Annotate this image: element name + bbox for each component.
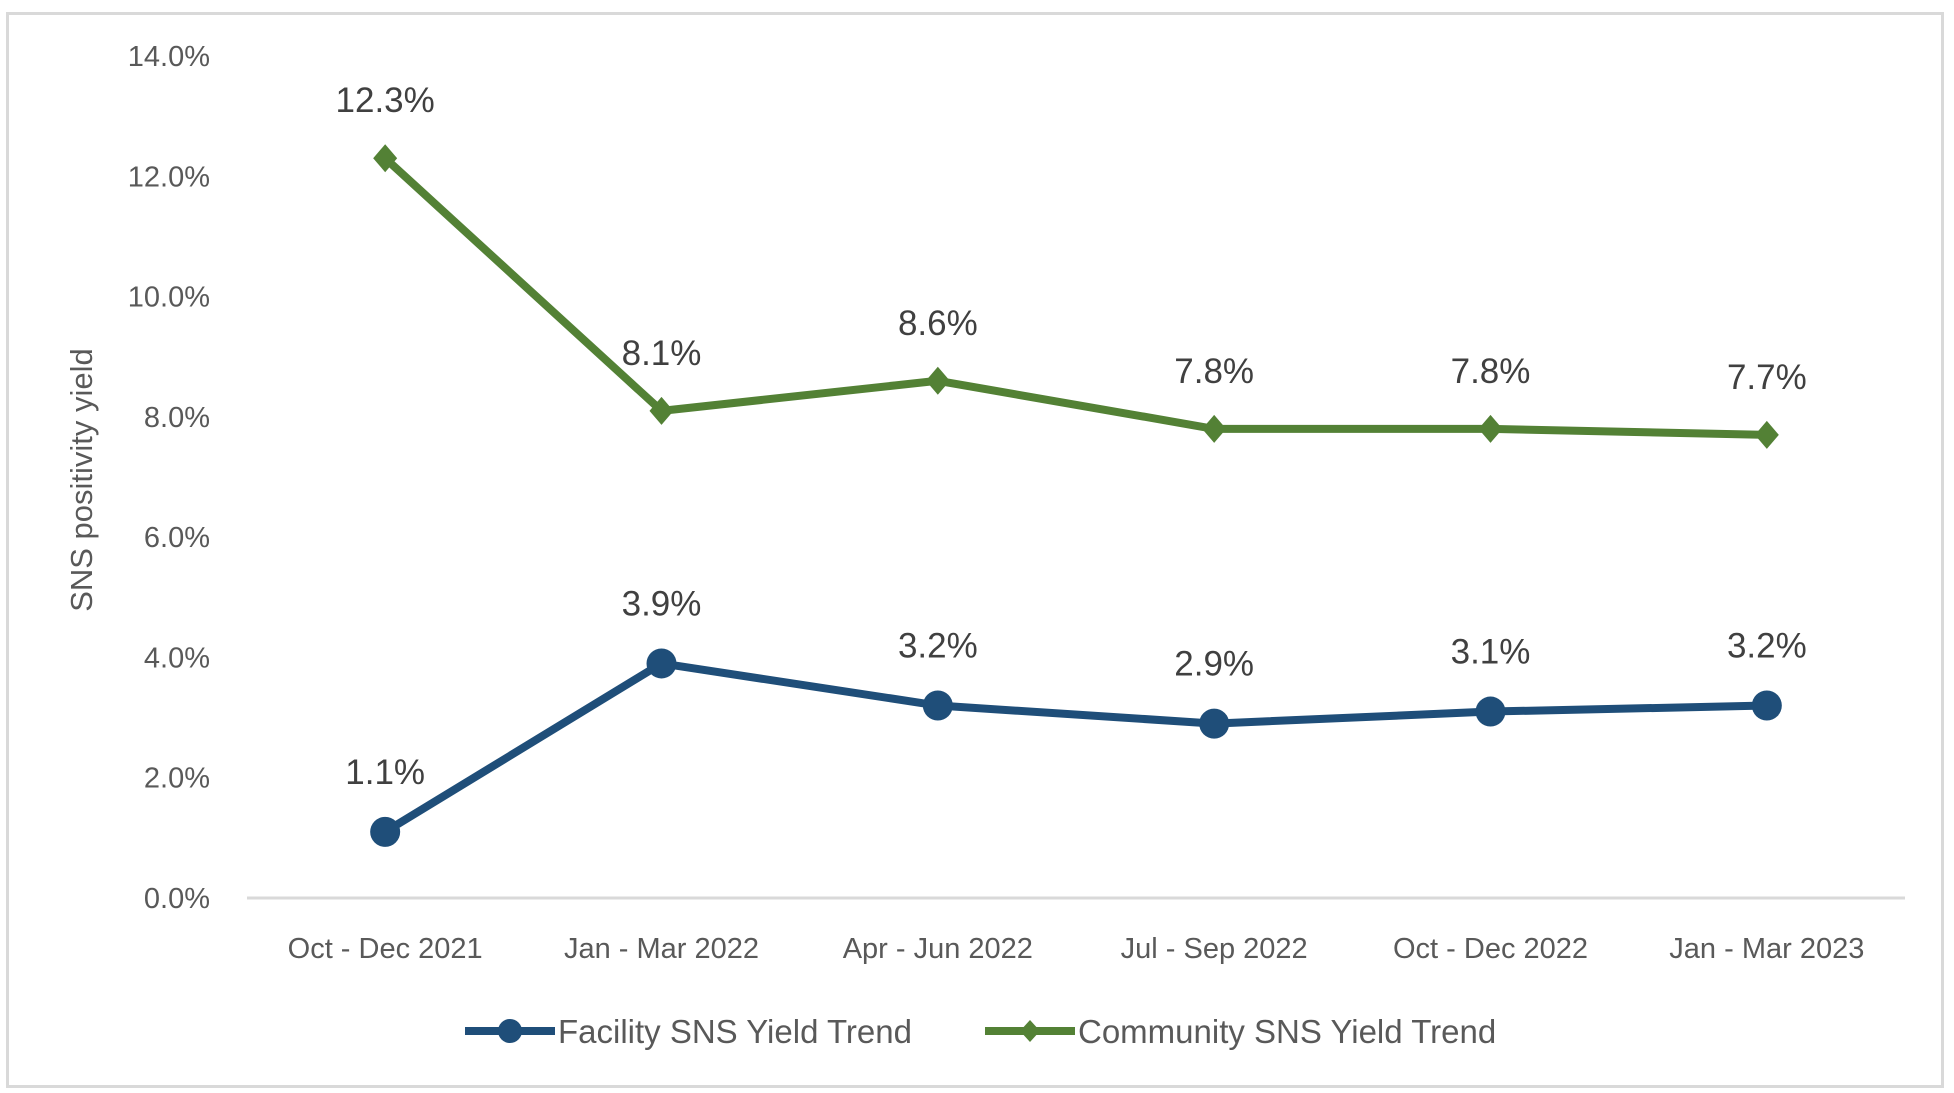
data-label: 7.8% <box>1451 352 1531 391</box>
data-point[interactable] <box>649 396 674 425</box>
y-tick-label: 12.0% <box>128 161 210 193</box>
data-label: 3.2% <box>898 627 978 666</box>
legend-label: Facility SNS Yield Trend <box>558 1013 912 1050</box>
x-tick-label: Jul - Sep 2022 <box>1121 933 1308 965</box>
data-label: 3.1% <box>1451 633 1531 672</box>
data-label: 7.8% <box>1174 352 1254 391</box>
data-label: 2.9% <box>1174 645 1254 684</box>
data-point[interactable] <box>1751 690 1782 721</box>
series-community: 12.3% 8.1% 8.6% 7.8% 7.8% 7.7% <box>336 81 1807 449</box>
data-label: 3.9% <box>622 584 702 623</box>
legend-marker-icon <box>498 1019 522 1043</box>
x-tick-label: Jan - Mar 2023 <box>1669 933 1864 965</box>
y-tick-label: 6.0% <box>144 522 210 554</box>
y-axis-label: SNS positivity yield <box>64 348 99 612</box>
x-tick-label: Oct - Dec 2022 <box>1393 933 1588 965</box>
legend-item[interactable]: Facility SNS Yield Trend <box>465 1013 912 1050</box>
y-tick-label: 2.0% <box>144 763 210 795</box>
y-tick-label: 8.0% <box>144 402 210 434</box>
legend-item[interactable]: Community SNS Yield Trend <box>985 1013 1496 1050</box>
data-label: 8.1% <box>622 334 702 373</box>
y-tick-label: 0.0% <box>144 883 210 915</box>
data-point[interactable] <box>1754 420 1779 449</box>
x-tick-label: Apr - Jun 2022 <box>843 933 1033 965</box>
data-point[interactable] <box>1475 696 1506 727</box>
data-point[interactable] <box>925 366 950 395</box>
series-line <box>383 659 1767 836</box>
data-label: 3.2% <box>1727 627 1807 666</box>
data-point[interactable] <box>1202 414 1227 443</box>
x-tick-label: Oct - Dec 2021 <box>288 933 483 965</box>
data-point[interactable] <box>922 690 953 721</box>
y-tick-label: 14.0% <box>128 41 210 73</box>
x-tick-label: Jan - Mar 2022 <box>564 933 759 965</box>
data-label: 8.6% <box>898 304 978 343</box>
y-tick-label: 4.0% <box>144 642 210 674</box>
legend-marker-icon <box>1020 1020 1040 1042</box>
legend-label: Community SNS Yield Trend <box>1078 1013 1496 1050</box>
data-point[interactable] <box>646 648 677 679</box>
series-facility: 1.1% 3.9% 3.2% 2.9% 3.1% 3.2% <box>345 584 1807 847</box>
data-label: 1.1% <box>345 753 425 792</box>
data-label: 7.7% <box>1727 358 1807 397</box>
series-line <box>382 155 1767 439</box>
data-point[interactable] <box>370 816 401 847</box>
data-point[interactable] <box>373 144 398 173</box>
y-tick-label: 10.0% <box>128 282 210 314</box>
data-point[interactable] <box>1478 414 1503 443</box>
data-label: 12.3% <box>336 81 435 120</box>
data-point[interactable] <box>1199 708 1230 739</box>
chart-frame <box>6 12 1944 1088</box>
